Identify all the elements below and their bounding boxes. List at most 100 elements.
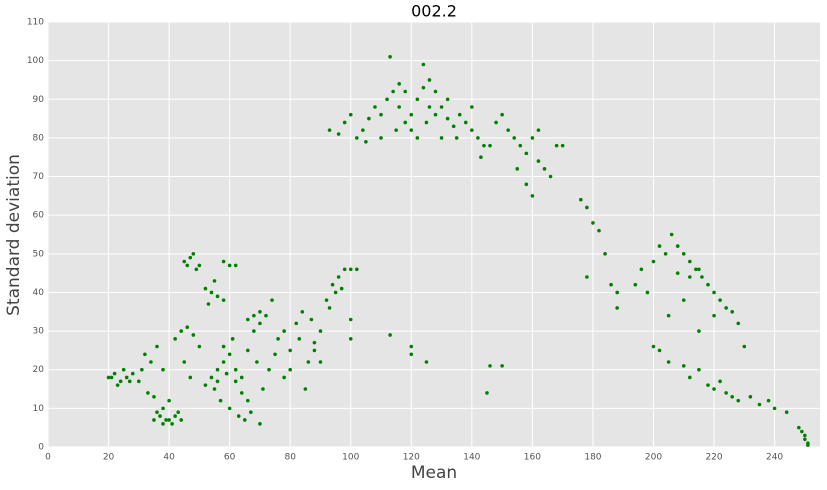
y-tick-label: 80 <box>33 133 45 143</box>
point <box>191 333 196 337</box>
point <box>127 379 132 384</box>
point <box>403 89 408 94</box>
point <box>176 410 180 415</box>
point <box>342 120 347 125</box>
point <box>318 360 323 364</box>
point <box>409 112 414 117</box>
point <box>415 136 420 140</box>
point <box>427 105 432 109</box>
point <box>246 348 250 353</box>
point <box>140 367 144 372</box>
point <box>688 259 692 264</box>
point <box>246 317 250 322</box>
point <box>173 414 177 418</box>
x-tick-label: 240 <box>766 453 783 463</box>
point <box>239 375 244 380</box>
point <box>409 344 414 349</box>
point <box>224 371 229 376</box>
point <box>336 275 341 279</box>
point <box>152 394 156 399</box>
point <box>255 360 259 364</box>
point <box>333 290 338 295</box>
point <box>252 313 256 318</box>
point <box>221 298 226 302</box>
point <box>439 105 444 109</box>
point <box>348 317 353 322</box>
point <box>421 62 426 67</box>
point <box>161 367 165 372</box>
point <box>500 364 504 368</box>
point <box>258 422 262 426</box>
point <box>170 422 174 426</box>
point <box>312 340 317 345</box>
point <box>327 128 332 132</box>
point <box>585 205 589 210</box>
point <box>730 394 735 399</box>
point <box>482 143 486 148</box>
point <box>697 267 701 272</box>
point <box>718 298 722 302</box>
point <box>697 367 701 372</box>
y-tick-label: 100 <box>27 56 44 66</box>
point <box>663 252 668 256</box>
point <box>221 344 226 349</box>
point <box>348 267 353 272</box>
point <box>336 132 341 136</box>
point <box>657 348 662 353</box>
point <box>294 321 299 326</box>
point <box>385 97 389 102</box>
point <box>379 136 383 140</box>
point <box>249 410 253 415</box>
point <box>164 418 168 422</box>
chart-title: 002.2 <box>411 2 457 21</box>
point <box>536 159 541 163</box>
point <box>191 252 196 256</box>
point <box>203 383 208 387</box>
y-tick-label: 110 <box>27 18 44 28</box>
point <box>318 329 323 333</box>
point <box>276 337 280 341</box>
x-tick-label: 160 <box>524 453 541 463</box>
point <box>227 406 232 411</box>
point <box>806 443 810 447</box>
point <box>215 294 220 299</box>
point <box>330 282 335 287</box>
point <box>445 116 450 121</box>
y-tick-label: 50 <box>33 249 45 259</box>
x-tick-label: 200 <box>645 453 662 463</box>
point <box>681 364 686 368</box>
point <box>506 128 510 132</box>
point <box>488 143 492 148</box>
point <box>388 54 392 59</box>
point <box>288 348 292 353</box>
point <box>146 391 150 395</box>
point <box>718 379 722 384</box>
point <box>772 406 777 411</box>
plot-area <box>48 22 820 447</box>
point <box>697 329 701 333</box>
y-axis-label: Standard deviation <box>4 154 24 316</box>
point <box>388 333 392 337</box>
point <box>161 422 165 426</box>
point <box>800 429 804 434</box>
point <box>476 136 480 140</box>
x-tick-label: 80 <box>284 453 296 463</box>
point <box>182 360 187 364</box>
point <box>554 143 559 148</box>
point <box>121 367 126 372</box>
point <box>615 290 619 295</box>
point <box>712 387 716 391</box>
point <box>615 306 619 310</box>
point <box>282 329 286 333</box>
y-tick-label: 70 <box>33 172 45 182</box>
point <box>542 167 547 171</box>
point <box>724 391 728 395</box>
point <box>242 418 247 422</box>
point <box>173 337 177 341</box>
point <box>597 228 601 233</box>
point <box>221 259 226 264</box>
point <box>197 263 202 268</box>
y-tick-label: 90 <box>33 95 45 105</box>
